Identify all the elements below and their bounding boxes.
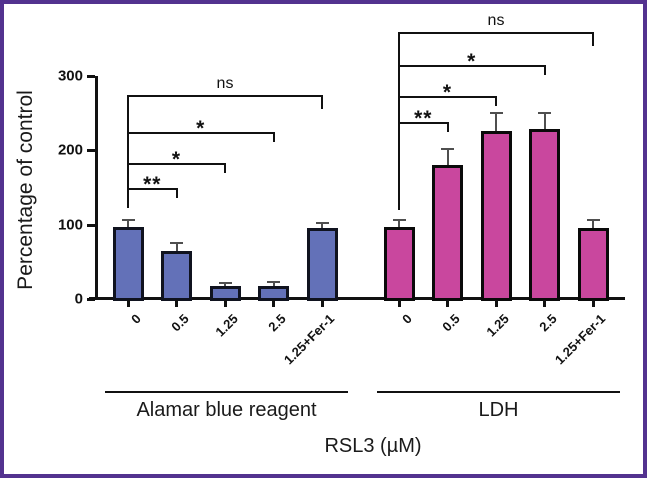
significance-bracket-end [592,32,594,46]
x-tick-label: 1.25 [483,311,512,340]
error-bar-stem [495,113,497,132]
error-bar-stem [175,243,178,251]
bar [306,228,338,301]
x-tick-label: 1.25+Fer-1 [552,311,609,368]
y-axis-tick [87,149,95,152]
y-tick-label: 100 [57,216,83,233]
y-axis-line [95,76,98,299]
x-axis-tick [494,300,498,307]
x-tick-label: 0.5 [168,311,193,335]
x-tick-label: 1.25+Fer-1 [281,311,338,368]
bar [529,129,560,301]
x-axis-tick [175,300,178,307]
significance-label: * [196,117,206,140]
x-tick-label: 0 [127,311,144,327]
significance-bracket-horizontal [127,163,226,165]
error-bar-stem [398,220,400,228]
x-axis-tick [223,300,227,307]
significance-label: ns [487,12,505,29]
error-bar-stem [272,281,275,287]
significance-bracket-end [446,122,449,132]
error-bar-stem [543,112,546,130]
x-axis-tick [126,300,130,307]
x-axis-tick [543,300,546,307]
significance-bracket-vertical [127,95,129,208]
error-bar-cap [538,111,551,114]
significance-bracket-horizontal [127,95,323,97]
significance-label: ns [216,75,234,92]
x-axis-tick [272,300,275,307]
y-tick-label: 0 [74,290,83,308]
significance-label: * [171,148,182,171]
significance-label: * [467,50,477,73]
error-bar-cap [392,219,406,222]
error-bar-stem [592,220,594,229]
x-tick-label: 0 [398,311,415,327]
x-tick-label: 1.25 [212,311,241,340]
significance-label: ** [143,173,162,196]
x-axis-tick [591,300,595,307]
error-bar-cap [586,219,600,222]
y-tick-label: 300 [57,67,83,84]
y-axis-tick [87,298,95,301]
significance-bracket-horizontal [127,188,178,190]
significance-bracket-horizontal [398,32,594,34]
significance-bracket-horizontal [127,132,275,134]
group-label-alamar: Alamar blue reagent [136,399,317,421]
error-bar-cap [267,280,280,283]
x-tick-label: 2.5 [265,311,290,335]
y-axis-tick [87,223,95,227]
y-axis-tick [87,74,95,78]
error-bar-stem [224,283,226,287]
error-bar-stem [446,149,449,165]
x-tick-label: 0.5 [439,311,464,335]
x-axis-tick [397,300,401,307]
bar [112,227,144,301]
error-bar-cap [170,242,183,245]
bar [258,286,289,301]
x-axis-line [89,297,625,300]
error-bar-stem [321,223,323,229]
group-underline-alamar [105,391,348,393]
significance-bracket-end [321,95,323,109]
x-axis-tick [446,300,449,307]
significance-bracket-end [224,163,226,173]
bar [161,250,192,301]
significance-bracket-horizontal [398,96,497,98]
x-axis-title: RSL3 (µM) [324,435,422,457]
x-axis-tick [320,300,324,307]
bar [577,228,609,301]
y-axis-title: Percentage of control [14,90,37,290]
significance-bracket-horizontal [398,122,449,124]
significance-label: ** [414,107,433,130]
error-bar-cap [121,219,135,222]
error-bar-cap [441,148,454,151]
group-label-ldh: LDH [478,399,519,421]
significance-bracket-end [543,65,546,75]
group-underline-ldh [377,391,620,393]
y-tick-label: 200 [57,141,83,159]
significance-bracket-horizontal [398,65,546,67]
bar [480,131,512,301]
significance-label: * [442,81,453,104]
significance-bracket-end [272,132,275,142]
error-bar-cap [218,282,232,285]
error-bar-cap [315,222,329,224]
x-tick-label: 2.5 [536,311,561,335]
bar [383,227,415,301]
bar [432,164,463,301]
error-bar-stem [127,220,129,228]
bar [209,286,241,301]
significance-bracket-vertical [398,32,400,210]
significance-bracket-end [495,96,497,106]
significance-bracket-end [175,188,178,198]
error-bar-cap [489,112,503,115]
